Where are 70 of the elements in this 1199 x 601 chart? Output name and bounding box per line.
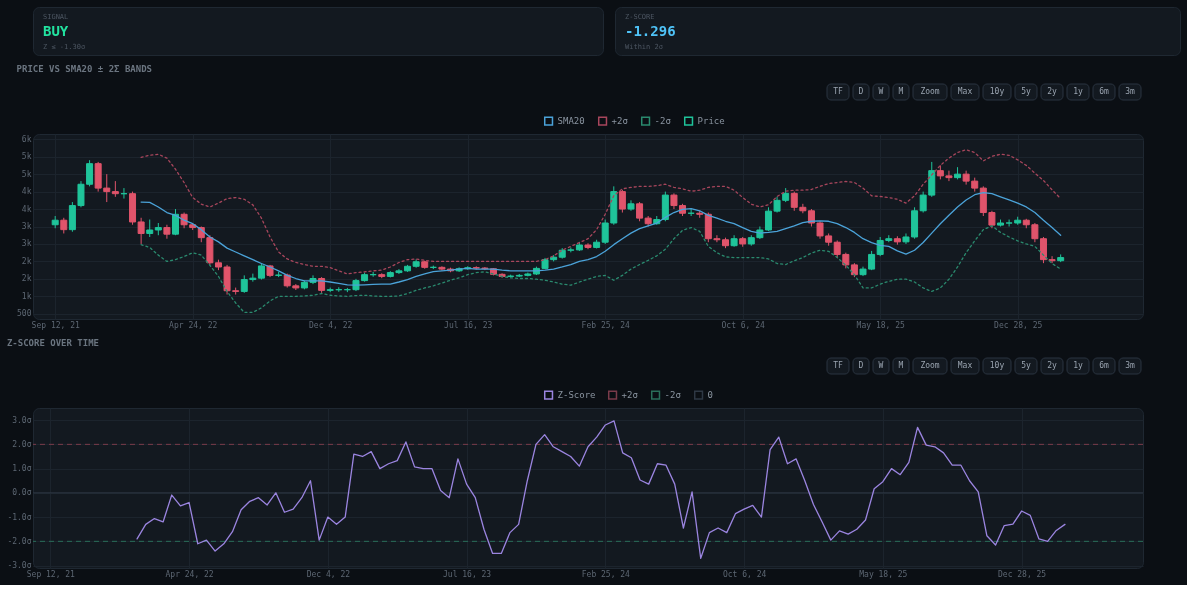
x-tick-label: Jul 16, 23 — [443, 569, 492, 579]
text: W — [878, 87, 884, 96]
legend-label: +2σ — [611, 116, 628, 127]
legend-label: Price — [697, 116, 725, 127]
text: 10y — [989, 87, 1005, 96]
text: 6m — [1099, 361, 1109, 370]
y-tick-label: 2k — [21, 274, 32, 284]
text: M — [898, 361, 904, 370]
text: M — [898, 87, 904, 96]
y-tick-label: 1k — [21, 291, 32, 301]
legend-label: SMA20 — [557, 116, 585, 127]
y-tick-label: -2.0σ — [7, 536, 32, 546]
y-tick-label: 3.0σ — [12, 415, 32, 425]
text: TF — [833, 361, 843, 370]
y-tick-label: 4k — [21, 187, 32, 197]
text: BUY — [43, 23, 69, 39]
text: 10y — [989, 361, 1005, 370]
text: Max — [957, 87, 973, 96]
text: TF — [833, 87, 843, 96]
y-tick-label: 5k — [21, 152, 32, 162]
text: D — [858, 361, 864, 370]
text: Max — [957, 361, 973, 370]
x-tick-label: Dec 4, 22 — [306, 569, 351, 579]
y-tick-label: 2k — [21, 256, 32, 266]
y-tick-label: -1.0σ — [7, 512, 32, 522]
y-tick-label: 500 — [17, 309, 32, 319]
text: W — [878, 361, 884, 370]
text: -1.296 — [625, 23, 676, 39]
chart-title: PRICE VS SMA20 ± 2Σ BANDS — [16, 63, 153, 74]
x-tick-label: Sep 12, 21 — [26, 569, 76, 579]
text: 1y — [1073, 87, 1083, 96]
x-tick-label: Dec 28, 25 — [994, 320, 1043, 330]
y-tick-label: 5k — [21, 169, 32, 179]
text: 3m — [1125, 87, 1135, 96]
text: 5y — [1021, 87, 1031, 96]
x-tick-label: Dec 28, 25 — [998, 569, 1047, 579]
y-tick-label: 1.0σ — [12, 464, 32, 474]
chart-title: Z-SCORE OVER TIME — [6, 337, 100, 348]
x-tick-label: May 18, 25 — [859, 569, 908, 579]
text: Zoom — [920, 361, 940, 370]
y-tick-label: 2.0σ — [12, 439, 32, 449]
x-tick-label: Feb 25, 24 — [581, 569, 631, 579]
legend-label: +2σ — [621, 390, 638, 401]
x-tick-label: Apr 24, 22 — [169, 320, 218, 330]
text: 3m — [1125, 361, 1135, 370]
x-tick-label: Jul 16, 23 — [444, 320, 493, 330]
text: D — [858, 87, 864, 96]
y-tick-label: 4k — [21, 204, 32, 214]
y-tick-label: -3.0σ — [7, 561, 32, 571]
text: 2y — [1047, 87, 1057, 96]
x-tick-label: Feb 25, 24 — [581, 320, 630, 330]
legend-label: 0 — [707, 390, 714, 401]
text: 5y — [1021, 361, 1031, 370]
y-tick-label: 6k — [21, 134, 32, 144]
y-tick-label: 0.0σ — [12, 488, 32, 498]
text: 1y — [1073, 361, 1083, 370]
x-tick-label: May 18, 25 — [856, 320, 905, 330]
text: 6m — [1099, 87, 1109, 96]
x-tick-label: Sep 12, 21 — [31, 320, 80, 330]
x-tick-label: Dec 4, 22 — [309, 320, 353, 330]
text: 2y — [1047, 361, 1057, 370]
y-tick-label: 3k — [21, 239, 32, 249]
x-tick-label: Apr 24, 22 — [165, 569, 214, 579]
text: Zoom — [920, 87, 940, 96]
x-tick-label: Oct 6, 24 — [721, 320, 766, 330]
x-tick-label: Oct 6, 24 — [722, 569, 767, 579]
y-tick-label: 3k — [21, 222, 32, 231]
legend-label: Z-Score — [557, 390, 596, 401]
legend-label: -2σ — [664, 390, 681, 401]
legend-label: -2σ — [654, 116, 671, 127]
